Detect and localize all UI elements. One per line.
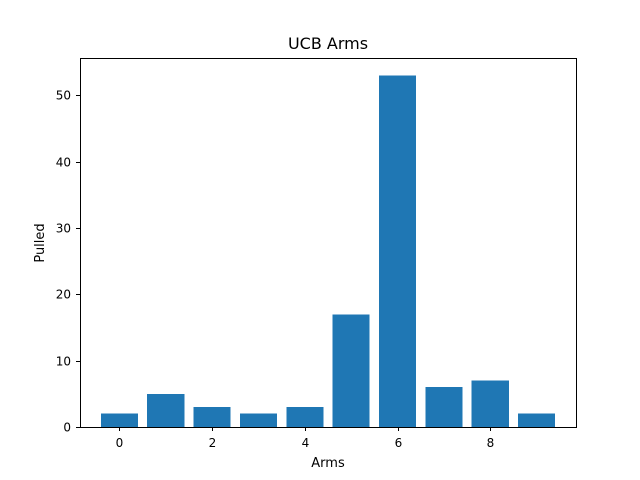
y-tick-label: 20	[56, 288, 71, 302]
bars	[100, 75, 556, 427]
x-axis-label: Arms	[311, 456, 345, 471]
y-tick-label: 0	[63, 421, 71, 435]
y-tick-label: 30	[56, 222, 71, 236]
bar-arm-7	[425, 387, 463, 427]
x-tick-label: 4	[302, 436, 310, 450]
bar-arm-6	[378, 75, 417, 427]
x-tick-label: 2	[209, 436, 217, 450]
bar-arm-2	[193, 407, 231, 427]
bar-arm-0	[100, 413, 138, 427]
x-tick-label: 8	[487, 436, 495, 450]
bar-arm-8	[471, 380, 509, 427]
bar-arm-3	[239, 413, 278, 427]
y-tick-label: 10	[56, 355, 71, 369]
plot-frame	[80, 58, 577, 428]
chart-title: UCB Arms	[288, 34, 368, 53]
x-axis-ticks: 0 2 4 6 8	[116, 427, 495, 450]
y-tick-label: 40	[56, 156, 71, 170]
bar-arm-1	[147, 393, 185, 427]
bar-arm-5	[332, 314, 370, 427]
x-tick-label: 6	[395, 436, 403, 450]
x-tick-label: 0	[116, 436, 124, 450]
y-axis-label: Pulled	[33, 223, 48, 262]
y-tick-label: 50	[56, 89, 71, 103]
y-axis-ticks: 0 10 20 30 40 50	[56, 89, 80, 435]
bar-arm-4	[286, 407, 324, 427]
bar-arm-9	[518, 413, 556, 427]
